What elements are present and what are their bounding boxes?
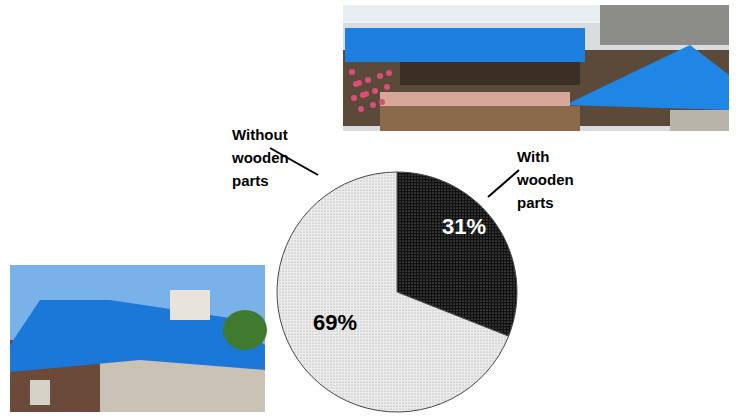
photo-window [400, 60, 580, 85]
photo-top [343, 5, 729, 131]
label-line: Without [232, 126, 288, 143]
photo-eave [380, 92, 570, 106]
photo-flower [372, 88, 378, 94]
photo-flower [377, 73, 383, 79]
leader-line [270, 148, 318, 175]
chart-svg: 31% 69% With wooden parts Without wooden parts [0, 0, 745, 417]
photo-tree [223, 310, 267, 350]
leader-line [488, 170, 519, 197]
category-label: Without wooden parts [231, 126, 289, 189]
photo-tarp [565, 45, 729, 110]
photo-fence [380, 106, 580, 131]
photo-window [30, 380, 50, 405]
pie [277, 172, 517, 412]
label-line: With [517, 148, 549, 165]
category-label: With wooden parts [516, 148, 574, 211]
photo-flower [360, 92, 366, 98]
photo-flower [349, 69, 355, 75]
labels: 31% 69% With wooden parts Without wooden parts [231, 126, 574, 335]
label-line: wooden [231, 149, 289, 166]
slice-texture [277, 172, 509, 412]
photo-flower [351, 95, 357, 101]
label-line: parts [232, 172, 269, 189]
photo-house [170, 290, 210, 320]
photo-bottom [10, 265, 267, 412]
photo-tarp [345, 28, 585, 62]
pie-slice [277, 172, 509, 412]
photo-flower [379, 99, 385, 105]
data-label: 69% [313, 310, 357, 335]
photo-roof [600, 5, 729, 45]
photo-flower [386, 70, 392, 76]
photo-ground [670, 110, 729, 131]
label-line: parts [517, 194, 554, 211]
photo-flower [384, 84, 390, 90]
photo-flower [365, 77, 371, 83]
photo-bg [343, 5, 729, 131]
photo-flower [370, 102, 376, 108]
chart-root: 31% 69% With wooden parts Without wooden parts [0, 0, 745, 417]
photo-flower [358, 106, 364, 112]
label-line: wooden [516, 171, 574, 188]
data-label: 31% [442, 214, 486, 239]
photo-flower [353, 81, 359, 87]
